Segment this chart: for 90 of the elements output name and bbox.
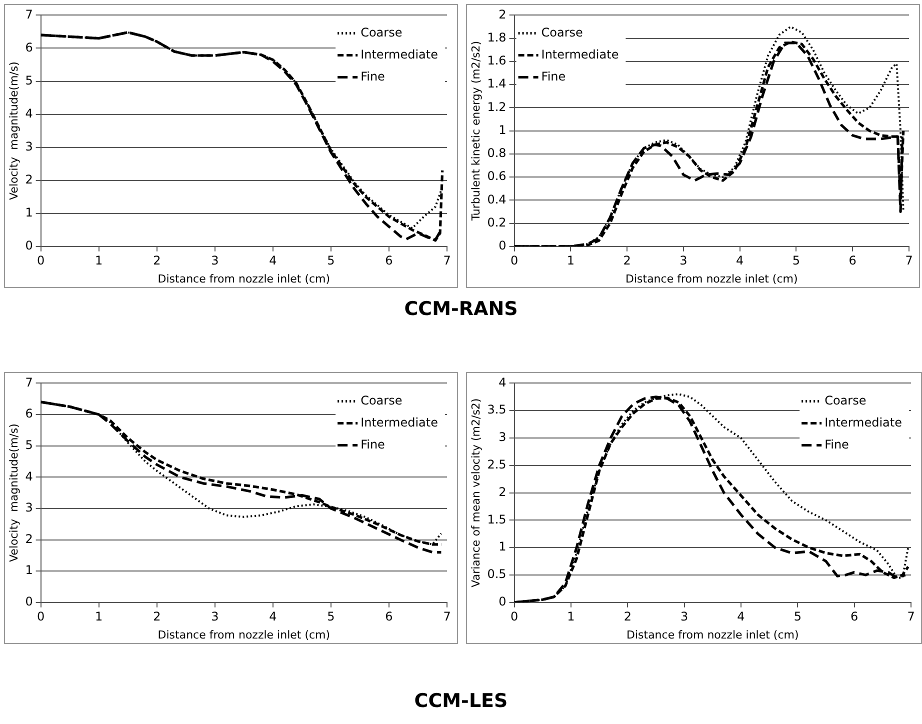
y-tick-label: 0.6	[487, 169, 506, 184]
x-axis-title: Distance from nozzle inlet (cm)	[626, 272, 798, 286]
legend-label: Fine	[824, 437, 849, 452]
y-tick-label: 4	[25, 106, 33, 120]
y-tick-label: 0.4	[487, 192, 506, 206]
y-tick-label: 2	[498, 484, 506, 499]
y-tick-label: 1.8	[487, 30, 506, 44]
x-tick-label: 0	[37, 254, 45, 268]
y-tick-label: 2	[498, 7, 506, 22]
legend-label: Intermediate	[541, 47, 619, 62]
x-tick-label: 0	[510, 610, 518, 624]
y-tick-label: 2.5	[487, 458, 506, 472]
x-tick-label: 7	[443, 610, 451, 624]
y-axis-title: Velocity magnitude(m/s)	[7, 424, 20, 562]
x-tick-label: 5	[792, 254, 800, 268]
y-tick-label: 5	[25, 73, 33, 88]
y-tick-label: 4	[498, 375, 506, 390]
x-tick-label: 7	[907, 610, 915, 624]
y-tick-label: 1	[498, 540, 506, 554]
x-axis-title: Distance from nozzle inlet (cm)	[158, 628, 330, 642]
y-tick-label: 1.2	[487, 100, 506, 114]
legend-label: Coarse	[824, 393, 866, 408]
x-tick-label: 2	[153, 610, 161, 624]
y-tick-label: 1.6	[487, 54, 506, 68]
y-tick-label: 2	[25, 172, 33, 186]
legend-label: Coarse	[360, 25, 402, 40]
x-tick-label: 0	[510, 254, 518, 268]
x-tick-label: 6	[385, 254, 393, 268]
x-tick-label: 7	[905, 254, 913, 268]
legend-label: Intermediate	[824, 415, 902, 430]
x-tick-label: 3	[680, 610, 688, 624]
y-axis-title: Turbulent kinetic energy (m2/s2)	[469, 40, 482, 222]
y-tick-label: 0.8	[487, 146, 506, 160]
x-tick-label: 3	[211, 610, 219, 624]
x-tick-label: 6	[385, 610, 393, 624]
y-tick-label: 3	[25, 500, 33, 515]
y-tick-label: 3	[498, 430, 506, 444]
text: CCM-LES	[413, 690, 509, 712]
x-tick-label: 4	[269, 254, 277, 268]
x-tick-label: 6	[850, 610, 858, 624]
y-axis-title: Variance of mean velocity (m2/s2)	[469, 398, 482, 588]
y-tick-label: 0.2	[487, 215, 506, 230]
y-tick-label: 0	[498, 238, 506, 253]
x-tick-label: 4	[737, 610, 745, 624]
text: CCM-RANS	[403, 298, 519, 320]
y-tick-label: 6	[25, 406, 33, 421]
x-tick-label: 5	[794, 610, 802, 624]
legend-label: Coarse	[541, 25, 583, 40]
x-axis-title: Distance from nozzle inlet (cm)	[626, 628, 799, 642]
x-tick-label: 1	[567, 610, 575, 624]
legend-label: Intermediate	[360, 47, 438, 62]
y-tick-label: 1	[498, 122, 506, 137]
y-tick-label: 5	[25, 438, 33, 452]
y-axis-title: Velocity magnitude(m/s)	[7, 62, 20, 200]
y-tick-label: 3	[25, 139, 33, 154]
y-tick-label: 0	[25, 594, 33, 609]
x-axis-title: Distance from nozzle inlet (cm)	[158, 272, 330, 286]
x-tick-label: 2	[153, 254, 161, 268]
x-tick-label: 7	[443, 254, 451, 268]
x-tick-label: 5	[327, 610, 335, 624]
legend-label: Fine	[541, 69, 566, 84]
y-tick-label: 7	[25, 375, 33, 390]
x-tick-label: 1	[566, 254, 574, 268]
y-tick-label: 4	[25, 469, 33, 484]
x-tick-label: 4	[269, 610, 277, 624]
y-tick-label: 2	[25, 532, 33, 546]
y-tick-label: 1.4	[487, 76, 506, 91]
y-tick-label: 1.5	[487, 512, 506, 526]
y-tick-label: 3.5	[487, 402, 506, 417]
x-tick-label: 3	[211, 254, 219, 268]
y-tick-label: 0	[25, 238, 33, 253]
x-tick-label: 5	[327, 254, 335, 268]
x-tick-label: 6	[848, 254, 856, 268]
legend-label: Intermediate	[360, 415, 438, 430]
x-tick-label: 3	[680, 254, 688, 268]
x-tick-label: 0	[37, 610, 45, 624]
legend-label: Coarse	[360, 393, 402, 408]
y-tick-label: 7	[25, 7, 33, 22]
x-tick-label: 1	[95, 610, 103, 624]
y-tick-label: 1	[25, 205, 33, 220]
y-tick-label: 6	[25, 40, 33, 54]
x-tick-label: 2	[623, 254, 631, 268]
x-tick-label: 2	[624, 610, 632, 624]
legend-label: Fine	[360, 437, 385, 452]
y-tick-label: 1	[25, 563, 33, 578]
x-tick-label: 1	[95, 254, 103, 268]
x-tick-label: 4	[736, 254, 744, 268]
y-tick-label: 0.5	[487, 567, 506, 582]
legend-label: Fine	[360, 69, 385, 84]
y-tick-label: 0	[498, 594, 506, 609]
